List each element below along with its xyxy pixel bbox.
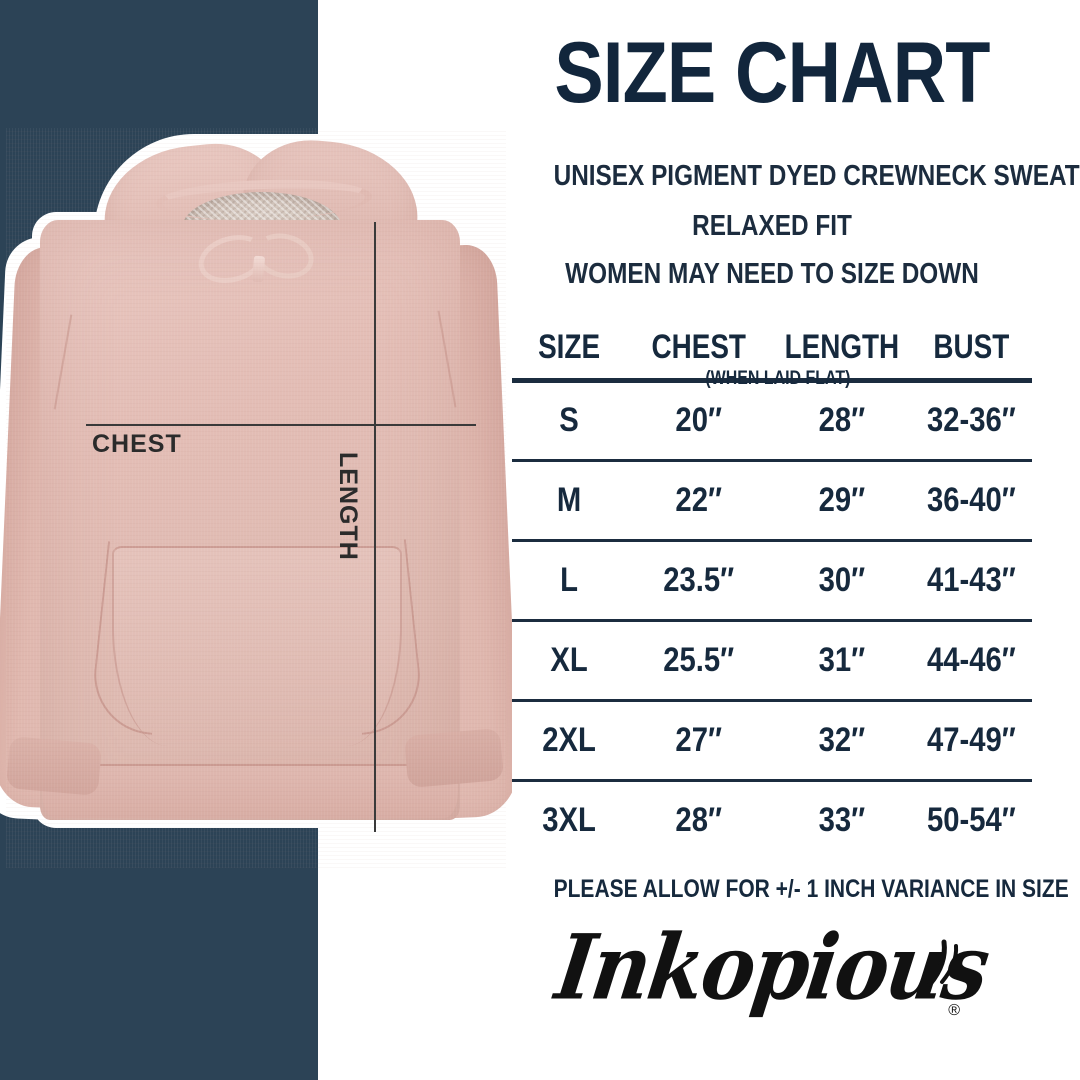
laid-flat-note: (WHEN LAID FLAT) xyxy=(554,368,991,390)
column-header-chest: CHEST xyxy=(651,328,747,367)
page-title: SIZE CHART xyxy=(554,25,990,121)
size-chart-panel: SIZE CHART UNISEX PIGMENT DYED CREWNECK … xyxy=(512,0,1080,1080)
chest-measure-label: CHEST xyxy=(92,430,182,458)
table-row: L 23.5″ 30″ 41-43″ xyxy=(512,538,1032,620)
table-row: S 20″ 28″ 32-36″ xyxy=(512,377,1032,460)
cell-bust: 47-49″ xyxy=(911,698,1032,780)
table-row: 2XL 27″ 32″ 47-49″ xyxy=(512,698,1032,780)
bottom-hem xyxy=(42,764,458,818)
cell-length: 29″ xyxy=(771,458,912,540)
table-header-row: SIZE CHEST LENGTH BUST xyxy=(512,318,1032,380)
cell-chest: 28″ xyxy=(626,778,772,860)
cell-size: S xyxy=(512,377,627,460)
cell-chest: 25.5″ xyxy=(626,618,772,700)
cell-length: 31″ xyxy=(771,618,912,700)
subtitle-product: UNISEX PIGMENT DYED CREWNECK SWEATSHIRT xyxy=(553,160,1080,192)
drawstring-aglet xyxy=(251,255,266,283)
cell-bust: 36-40″ xyxy=(911,458,1032,540)
cell-chest: 22″ xyxy=(626,458,772,540)
cell-chest: 23.5″ xyxy=(626,538,772,620)
column-header-length: LENGTH xyxy=(784,328,899,367)
logo-flourish-icon xyxy=(927,939,959,987)
cell-length: 30″ xyxy=(771,538,912,620)
laid-flat-note-text: (WHEN LAID FLAT) xyxy=(705,368,851,389)
size-table-body: S 20″ 28″ 32-36″ M 22″ 29″ 36-40″ L 23.5… xyxy=(512,377,1032,860)
variance-footnote: PLEASE ALLOW FOR +/- 1 INCH VARIANCE IN … xyxy=(553,875,1069,903)
cell-size: XL xyxy=(512,618,627,700)
chest-measure-line xyxy=(86,424,476,426)
length-measure-line xyxy=(374,222,376,832)
cell-size: 3XL xyxy=(512,778,627,860)
size-table-head: SIZE CHEST LENGTH BUST xyxy=(512,318,1032,380)
kangaroo-pocket xyxy=(112,546,402,746)
cell-bust: 32-36″ xyxy=(911,377,1032,460)
subtitle-fit: RELAXED FIT xyxy=(692,210,852,242)
subtitle-sizing-advice: WOMEN MAY NEED TO SIZE DOWN xyxy=(565,258,979,290)
cell-length: 32″ xyxy=(771,698,912,780)
length-measure-label: LENGTH xyxy=(334,452,362,561)
cell-chest: 27″ xyxy=(626,698,772,780)
cell-size: L xyxy=(512,538,627,620)
cell-bust: 50-54″ xyxy=(911,778,1032,860)
cell-size: 2XL xyxy=(512,698,627,780)
cell-bust: 41-43″ xyxy=(911,538,1032,620)
cell-size: M xyxy=(512,458,627,540)
size-table: SIZE CHEST LENGTH BUST S 20″ xyxy=(512,318,1032,860)
table-row: M 22″ 29″ 36-40″ xyxy=(512,458,1032,540)
cell-chest: 20″ xyxy=(626,377,772,460)
table-row: 3XL 28″ 33″ 50-54″ xyxy=(512,778,1032,860)
cell-length: 33″ xyxy=(771,778,912,860)
hoodie-illustration xyxy=(0,128,512,868)
cuff-left xyxy=(5,736,103,796)
brand-logo: Inkopious ® xyxy=(532,914,1012,1050)
column-header-size: SIZE xyxy=(538,328,601,367)
column-header-bust: BUST xyxy=(933,328,1010,367)
cell-bust: 44-46″ xyxy=(911,618,1032,700)
table-row: XL 25.5″ 31″ 44-46″ xyxy=(512,618,1032,700)
registered-trademark-icon: ® xyxy=(948,1002,960,1019)
cell-length: 28″ xyxy=(771,377,912,460)
product-photo: CHEST LENGTH xyxy=(0,0,512,1080)
cuff-right xyxy=(403,727,505,789)
